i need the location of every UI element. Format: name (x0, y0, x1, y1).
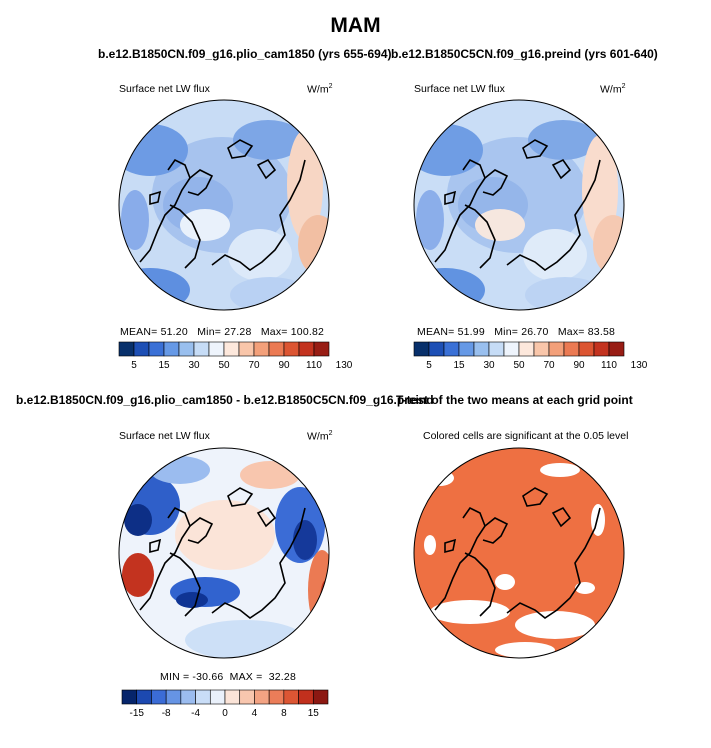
colorbar-top-left-tick-label: 70 (248, 360, 260, 371)
significance-subtitle: Colored cells are significant at the 0.0… (423, 430, 629, 442)
coastline-top-left (139, 139, 306, 271)
colorbar-bottom-left-swatch (312, 689, 329, 705)
colorbar-top-left-swatch (178, 341, 195, 357)
colorbar-bottom-left-swatch (165, 689, 182, 705)
colorbar-bottom-left-swatch (254, 689, 270, 705)
colorbar-bottom-left-swatch (224, 689, 241, 705)
colorbar-top-left: 5 15 30 50 70 90 110 130 (118, 341, 353, 371)
map-border-top-left (118, 99, 330, 311)
map-border-top-right (413, 99, 625, 311)
colorbar-bottom-left-swatch (298, 689, 314, 705)
colorbar-top-left-tick-label: 90 (278, 360, 290, 371)
map-top-right (414, 100, 624, 310)
colorbar-top-left-swatch (208, 341, 225, 357)
colorbar-top-left-swatch (133, 341, 150, 357)
stats-top-right: MEAN= 51.99 Min= 26.70 Max= 83.58 (417, 326, 616, 338)
colorbar-top-right-tick-label: 70 (543, 360, 555, 371)
stats-bottom-left: MIN = -30.66 MAX = 32.28 (160, 671, 296, 683)
colorbar-top-right-swatch (503, 341, 520, 357)
colorbar-top-left-swatch (223, 341, 240, 357)
map-bottom-left (119, 448, 329, 658)
colorbar-top-right-tick-label: 110 (601, 360, 617, 371)
variable-label-top-right: Surface net LW flux (414, 83, 505, 95)
colorbar-top-left-swatch (118, 341, 135, 357)
map-bottom-right (414, 448, 624, 658)
colorbar-top-left-tick-label: 130 (336, 360, 353, 371)
colorbar-top-right-swatch (533, 341, 550, 357)
map-top-left (119, 100, 329, 310)
map-border-bottom-right (413, 447, 625, 659)
colorbar-top-right: 5 15 30 50 70 90 110 130 (413, 341, 648, 371)
colorbar-top-right-swatch (518, 341, 535, 357)
panel-title-top-left: b.e12.B1850CN.f09_g16.plio_cam1850 (yrs … (98, 47, 392, 61)
colorbar-top-left-swatch (253, 341, 270, 357)
colorbar-bottom-left-swatch (239, 689, 255, 705)
colorbar-bottom-left-tick-label: -8 (162, 708, 171, 719)
colorbar-top-right-swatch (578, 341, 595, 357)
colorbar-bottom-left-swatch (121, 689, 138, 705)
colorbar-top-right-swatch (563, 341, 580, 357)
coastline-top-right (434, 139, 601, 271)
colorbar-top-right-tick-label: 30 (483, 360, 495, 371)
colorbar-top-right-swatch (428, 341, 445, 357)
colorbar-bottom-left-swatch (151, 689, 167, 705)
units-label-bottom-left: W/m2 (307, 430, 333, 443)
colorbar-top-left-swatch (193, 341, 210, 357)
colorbar-top-left-swatch (298, 341, 315, 357)
colorbar-bottom-left-tick-label: 0 (222, 708, 228, 719)
colorbar-bottom-left-tick-label: -4 (191, 708, 200, 719)
colorbar-bottom-left: -15 -8 -4 0 4 8 15 (121, 689, 329, 719)
colorbar-top-right-swatch (488, 341, 505, 357)
colorbar-top-right-tick-label: 50 (513, 360, 525, 371)
colorbar-top-right-swatch (458, 341, 475, 357)
stats-top-left: MEAN= 51.20 Min= 27.28 Max= 100.82 (120, 326, 325, 338)
colorbar-bottom-left-tick-label: 4 (252, 708, 258, 719)
colorbar-bottom-left-tick-label: -15 (129, 708, 144, 719)
colorbar-top-right-tick-label: 5 (426, 360, 432, 371)
colorbar-bottom-left-swatch (283, 689, 299, 705)
colorbar-top-right-tick-label: 15 (453, 360, 465, 371)
colorbar-top-left-tick-label: 50 (218, 360, 230, 371)
colorbar-top-right-swatch (473, 341, 490, 357)
map-border-bottom-left (118, 447, 330, 659)
colorbar-top-right-tick-label: 90 (573, 360, 585, 371)
variable-label-top-left: Surface net LW flux (119, 83, 210, 95)
coastline-bottom-left (139, 487, 306, 619)
colorbar-top-left-swatch (238, 341, 255, 357)
colorbar-top-left-tick-label: 110 (306, 360, 322, 371)
colorbar-top-right-swatch (593, 341, 610, 357)
colorbar-bottom-left-swatch (136, 689, 152, 705)
colorbar-bottom-left-swatch (180, 689, 196, 705)
colorbar-top-left-tick-label: 15 (158, 360, 170, 371)
colorbar-top-left-swatch (268, 341, 285, 357)
colorbar-bottom-left-swatch (195, 689, 211, 705)
colorbar-top-left-swatch (283, 341, 300, 357)
colorbar-bottom-left-tick-label: 8 (281, 708, 287, 719)
panel-title-bottom-right: T-test of the two means at each grid poi… (396, 393, 633, 407)
colorbar-top-right-swatch (548, 341, 565, 357)
colorbar-top-left-swatch (163, 341, 180, 357)
colorbar-top-left-tick-label: 30 (188, 360, 200, 371)
page-title: MAM (330, 14, 381, 37)
colorbar-top-left-swatch (148, 341, 165, 357)
colorbar-top-left-tick-label: 5 (131, 360, 137, 371)
colorbar-top-left-swatch (313, 341, 330, 357)
colorbar-top-right-swatch (608, 341, 625, 357)
units-label-top-left: W/m2 (307, 83, 333, 96)
coastline-bottom-right (434, 487, 601, 619)
panel-title-top-right: b.e12.B1850C5CN.f09_g16.preind (yrs 601-… (391, 47, 658, 61)
colorbar-top-right-tick-label: 130 (631, 360, 648, 371)
colorbar-top-right-swatch (413, 341, 430, 357)
panel-title-bottom-left: b.e12.B1850CN.f09_g16.plio_cam1850 - b.e… (16, 393, 434, 407)
colorbar-bottom-left-tick-label: 15 (308, 708, 320, 719)
colorbar-top-right-swatch (443, 341, 460, 357)
colorbar-bottom-left-swatch (209, 689, 226, 705)
variable-label-bottom-left: Surface net LW flux (119, 430, 210, 442)
units-label-top-right: W/m2 (600, 83, 626, 96)
colorbar-bottom-left-swatch (268, 689, 285, 705)
